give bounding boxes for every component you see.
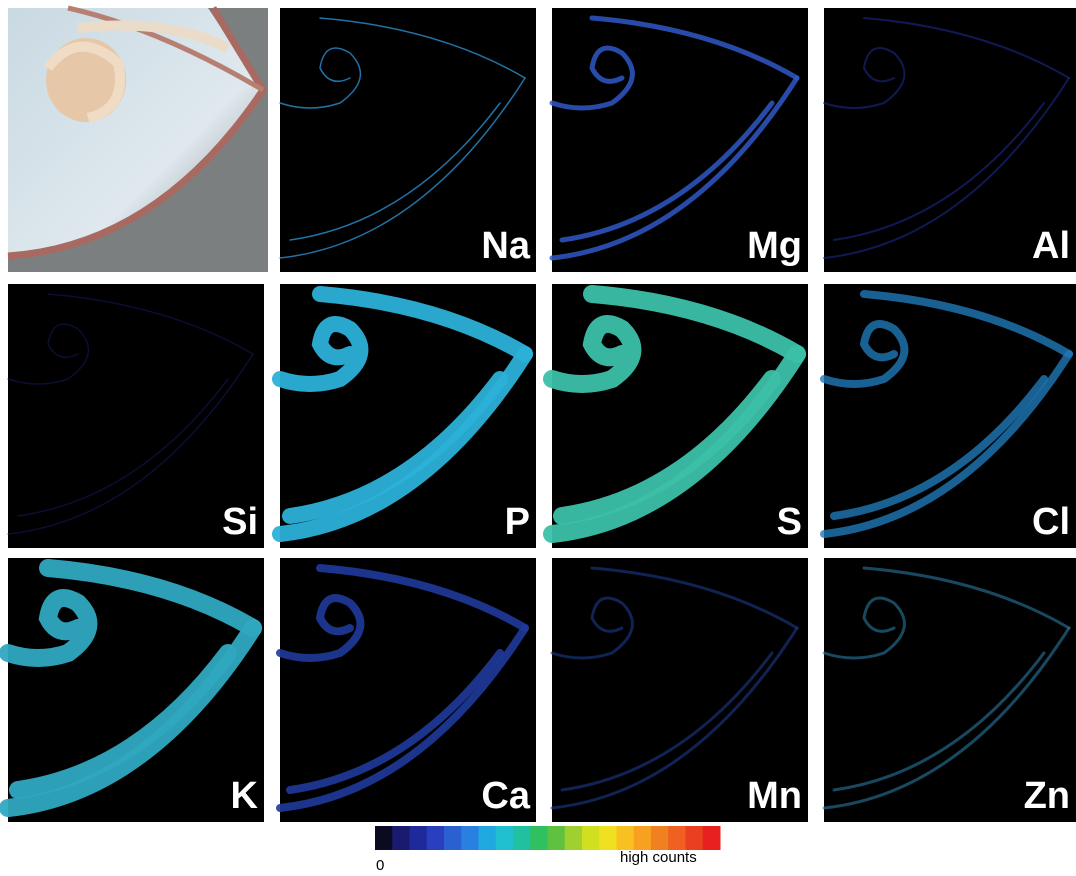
element-label: K xyxy=(231,775,259,817)
colorbar-step xyxy=(479,826,497,850)
element-label: Zn xyxy=(1024,775,1070,817)
colorbar-step xyxy=(565,826,583,850)
element-label: Cl xyxy=(1032,501,1070,543)
element-panel: S xyxy=(552,284,808,548)
colorbar-step xyxy=(599,826,617,850)
colorbar-step xyxy=(548,826,566,850)
colorbar-step xyxy=(582,826,600,850)
element-panel: Si xyxy=(8,284,264,548)
colorbar-step xyxy=(668,826,686,850)
colorbar-step xyxy=(513,826,531,850)
element-label: Al xyxy=(1032,225,1070,267)
element-label: Mn xyxy=(747,775,802,817)
element-label: Ca xyxy=(481,775,530,817)
colorbar-step xyxy=(496,826,514,850)
colorbar-step xyxy=(703,826,721,850)
element-panel: Na xyxy=(280,8,536,272)
photo-panel xyxy=(8,8,268,272)
element-label: P xyxy=(505,501,530,543)
element-label: Si xyxy=(222,501,258,543)
colorbar-step xyxy=(651,826,669,850)
colorbar-step xyxy=(617,826,635,850)
colorbar-step xyxy=(392,826,410,850)
colorbar-step xyxy=(375,826,393,850)
figure: Na Mg Al Si P S Cl K Ca Mn Zn 0 high counts xyxy=(0,0,1076,876)
element-panel: P xyxy=(280,284,536,548)
element-panel: Cl xyxy=(824,284,1076,548)
element-label: S xyxy=(777,501,802,543)
colorbar-step xyxy=(410,826,428,850)
colorbar-step xyxy=(686,826,704,850)
element-panel: K xyxy=(8,558,264,822)
colorbar-step xyxy=(634,826,652,850)
element-panel: Zn xyxy=(824,558,1076,822)
element-panel: Mn xyxy=(552,558,808,822)
colorbar-step xyxy=(530,826,548,850)
colorbar-min-label: 0 xyxy=(376,857,384,874)
page: {"panels": [ {"label": "Na"}, {"label": … xyxy=(0,0,1076,876)
element-panel: Mg xyxy=(552,8,808,272)
element-panel: Al xyxy=(824,8,1076,272)
colorbar-step xyxy=(444,826,462,850)
colorbar xyxy=(375,826,721,850)
colorbar-step xyxy=(461,826,479,850)
element-panel: Ca xyxy=(280,558,536,822)
colorbar-step xyxy=(427,826,445,850)
element-label: Na xyxy=(481,225,530,267)
colorbar-max-label: high counts xyxy=(620,849,697,866)
element-label: Mg xyxy=(747,225,802,267)
